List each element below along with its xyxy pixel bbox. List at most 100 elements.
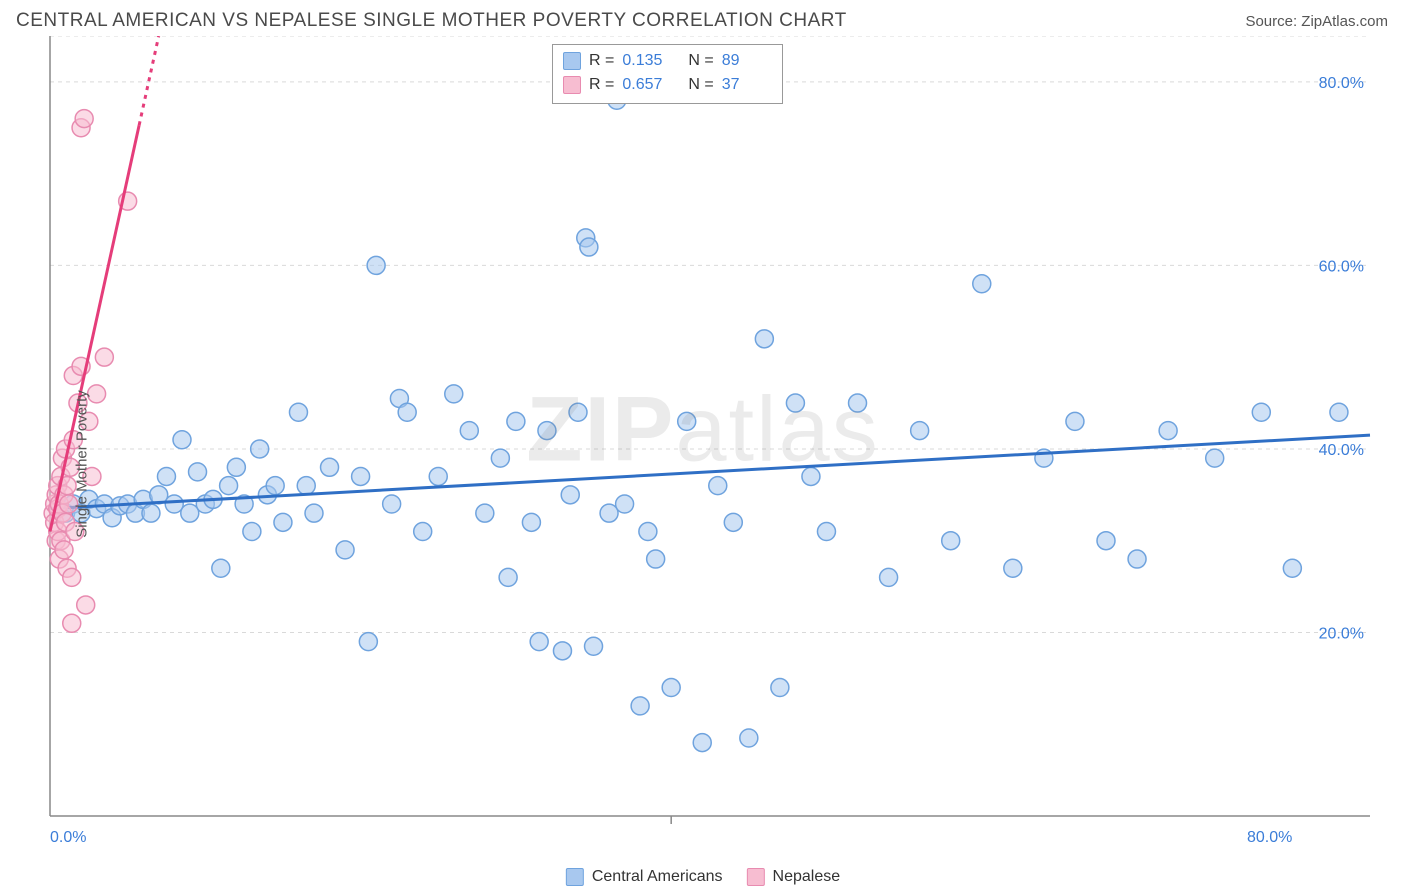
scatter-chart: 20.0% 40.0% 60.0% 80.0% 0.0% 80.0% [0,36,1406,892]
legend-row: R =0.657N =37 [563,73,772,97]
y-tick-label: 40.0% [1319,442,1364,459]
data-point [802,467,820,485]
data-point [538,422,556,440]
y-tick-label: 60.0% [1319,258,1364,275]
data-point [220,477,238,495]
data-point [911,422,929,440]
data-point [305,504,323,522]
data-point [631,697,649,715]
data-point [321,458,339,476]
x-tick-label: 80.0% [1247,829,1292,846]
trend-line-tail [139,36,159,125]
data-point [1283,559,1301,577]
legend-item: Nepalese [747,868,841,886]
data-point [639,523,657,541]
data-point [95,348,113,366]
data-point [569,403,587,421]
data-point [63,568,81,586]
data-point [499,568,517,586]
data-point [662,679,680,697]
data-point [77,596,95,614]
data-point [173,431,191,449]
data-point [849,394,867,412]
data-point [1330,403,1348,421]
trend-line [50,435,1370,508]
data-point [212,559,230,577]
source-label: Source: ZipAtlas.com [1245,13,1388,30]
data-point [476,504,494,522]
chart-title: CENTRAL AMERICAN VS NEPALESE SINGLE MOTH… [16,10,847,32]
data-point [398,403,416,421]
data-point [1004,559,1022,577]
data-point [63,614,81,632]
legend-swatch [563,76,581,94]
data-point [429,467,447,485]
series-legend: Central Americans Nepalese [566,868,840,886]
data-point [1206,449,1224,467]
legend-r-value: 0.135 [622,49,672,73]
data-point [973,275,991,293]
data-point [75,110,93,128]
data-point [1097,532,1115,550]
data-point [336,541,354,559]
y-axis-label: Single Mother Poverty [73,390,90,538]
data-point [553,642,571,660]
data-point [880,568,898,586]
data-point [1159,422,1177,440]
data-point [585,637,603,655]
legend-n-label: N = [688,73,713,97]
legend-item: Central Americans [566,868,723,886]
data-point [561,486,579,504]
data-point [693,734,711,752]
legend-n-value: 37 [722,73,772,97]
data-point [724,513,742,531]
data-point [530,633,548,651]
data-point [817,523,835,541]
data-point [647,550,665,568]
data-point [491,449,509,467]
chart-container: Single Mother Poverty ZIPatlas 20.0%40.0… [0,36,1406,892]
data-point [289,403,307,421]
y-tick-label: 20.0% [1319,625,1364,642]
correlation-legend: R =0.135N =89R =0.657N =37 [552,44,783,104]
data-point [522,513,540,531]
data-point [297,477,315,495]
data-point [227,458,245,476]
legend-swatch [563,52,581,70]
data-point [189,463,207,481]
data-point [771,679,789,697]
data-point [580,238,598,256]
data-point [266,477,284,495]
data-point [1066,412,1084,430]
data-point [1128,550,1146,568]
data-point [786,394,804,412]
data-point [740,729,758,747]
data-point [942,532,960,550]
y-tick-label: 80.0% [1319,75,1364,92]
data-point [251,440,269,458]
legend-swatch [566,868,584,886]
legend-n-label: N = [688,49,713,73]
data-point [507,412,525,430]
data-point [755,330,773,348]
data-point [55,541,73,559]
data-point [1252,403,1270,421]
legend-n-value: 89 [722,49,772,73]
data-point [414,523,432,541]
data-point [460,422,478,440]
legend-r-label: R = [589,49,614,73]
data-point [142,504,160,522]
data-point [352,467,370,485]
data-point [359,633,377,651]
data-point [157,467,175,485]
data-point [709,477,727,495]
legend-swatch [747,868,765,886]
data-point [367,256,385,274]
data-point [383,495,401,513]
legend-label: Central Americans [592,868,723,886]
data-point [243,523,261,541]
data-point [616,495,634,513]
legend-label: Nepalese [773,868,841,886]
legend-row: R = 0.135 N = 89 [563,49,772,73]
x-tick-label: 0.0% [50,829,86,846]
